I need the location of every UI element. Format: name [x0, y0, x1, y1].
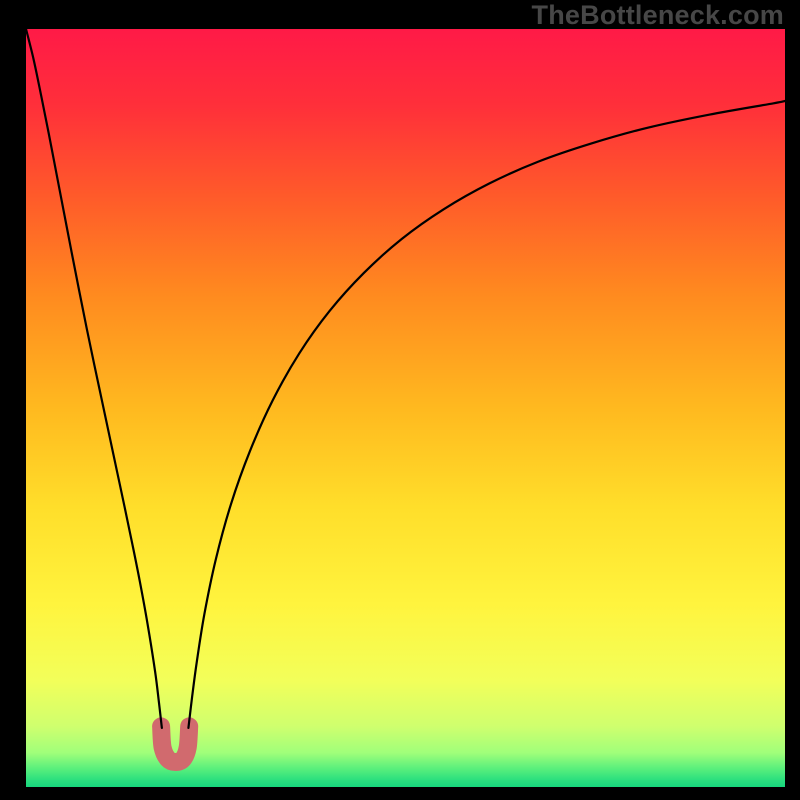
right-curve — [188, 101, 785, 728]
chart-svg — [26, 29, 785, 787]
watermark-text: TheBottleneck.com — [532, 0, 784, 31]
plot-area — [26, 29, 785, 787]
outer-frame: TheBottleneck.com — [0, 0, 800, 800]
bottleneck-u-marker — [161, 726, 189, 762]
left-curve — [26, 29, 162, 728]
